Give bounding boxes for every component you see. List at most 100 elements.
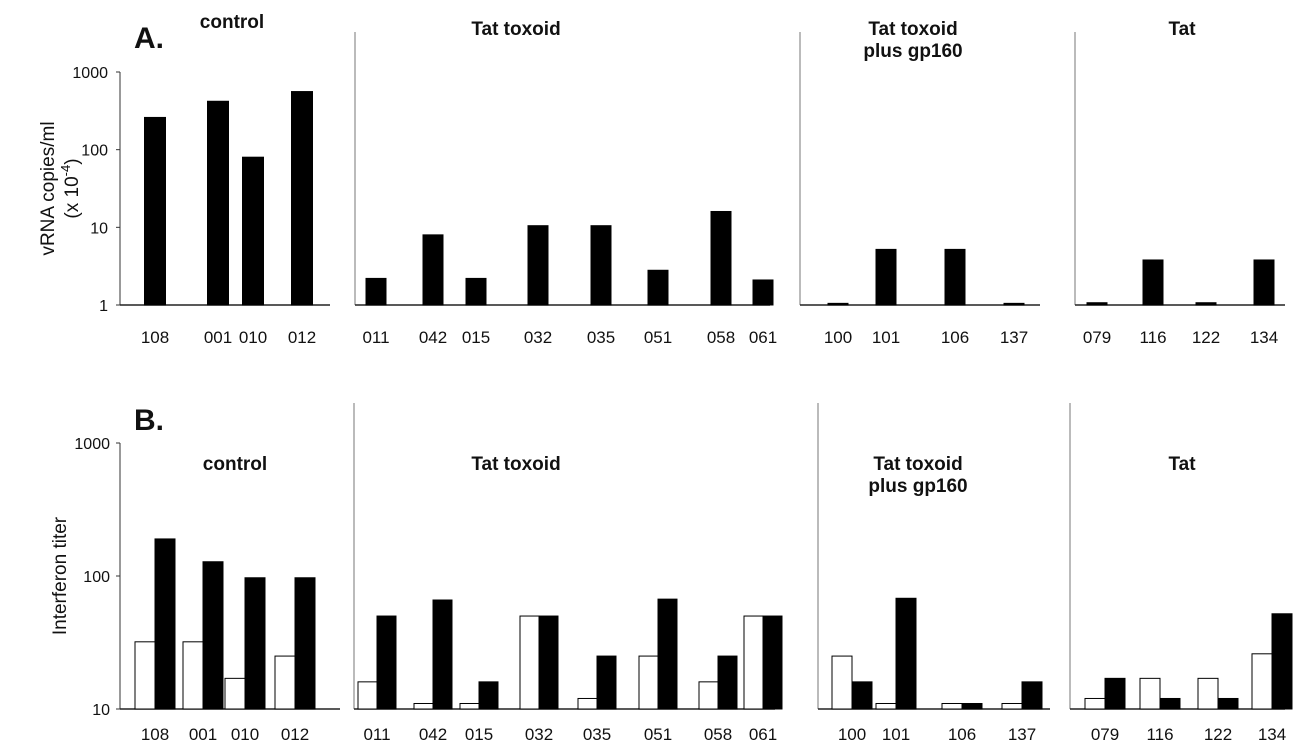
y-tick-label: 1 bbox=[99, 298, 108, 315]
bar bbox=[242, 156, 264, 306]
bar bbox=[1003, 302, 1025, 306]
bar bbox=[717, 655, 738, 710]
group-0: control 108 001 010 012 bbox=[120, 12, 330, 347]
y-axis-label-superscript: -4 bbox=[58, 165, 73, 177]
group-1: Tat toxoid 011 042 015 032 035 051 058 061 bbox=[353, 403, 783, 744]
x-tick-label: 079 bbox=[1091, 725, 1119, 744]
bar bbox=[182, 641, 204, 710]
x-tick-label: 116 bbox=[1146, 725, 1173, 744]
bar bbox=[1159, 697, 1181, 710]
x-tick-label: 015 bbox=[462, 328, 490, 347]
x-tick-label: 042 bbox=[419, 328, 447, 347]
x-tick-label: 108 bbox=[141, 725, 169, 744]
x-tick-label: 101 bbox=[882, 725, 910, 744]
group-title: Tat bbox=[1168, 454, 1196, 475]
bar bbox=[527, 225, 549, 306]
y-tick-label: 1000 bbox=[72, 65, 108, 82]
bar bbox=[357, 681, 378, 710]
x-tick-label: 042 bbox=[419, 725, 447, 744]
bar bbox=[207, 100, 229, 306]
y-tick-label: 1000 bbox=[74, 436, 110, 453]
bar bbox=[743, 615, 764, 710]
bar bbox=[1217, 697, 1239, 710]
group-title: control bbox=[200, 12, 264, 33]
group-3: Tat 079 116 122 134 bbox=[1069, 403, 1293, 744]
bar bbox=[422, 234, 444, 306]
group-1: Tat toxoid 011 042 015 032 035 051 058 061 bbox=[354, 19, 777, 347]
x-tick-label: 100 bbox=[838, 725, 866, 744]
bar bbox=[465, 277, 487, 306]
x-tick-label: 035 bbox=[583, 725, 611, 744]
bar bbox=[941, 702, 963, 710]
bar bbox=[274, 655, 296, 710]
panel-a: A. 1 10 100 1000 vRNA copies/ml (x 10-4) contro… bbox=[38, 12, 1285, 347]
group-title: control bbox=[203, 454, 267, 475]
bar bbox=[202, 561, 224, 710]
bar bbox=[647, 269, 669, 306]
x-tick-label: 011 bbox=[362, 328, 389, 347]
bar bbox=[752, 279, 774, 306]
x-tick-label: 051 bbox=[644, 328, 672, 347]
bar bbox=[875, 702, 897, 710]
bar bbox=[577, 697, 598, 710]
x-tick-label: 011 bbox=[363, 725, 390, 744]
panel-label: A. bbox=[134, 22, 164, 55]
bar bbox=[1142, 259, 1164, 306]
x-tick-label: 137 bbox=[1008, 725, 1036, 744]
bar bbox=[154, 538, 176, 710]
x-tick-label: 108 bbox=[141, 328, 169, 347]
bar bbox=[144, 116, 166, 306]
bar bbox=[478, 681, 499, 710]
x-tick-label: 012 bbox=[281, 725, 309, 744]
x-tick-label: 101 bbox=[872, 328, 900, 347]
x-tick-label: 010 bbox=[231, 725, 259, 744]
group-title: Tat toxoid bbox=[868, 19, 957, 40]
bar bbox=[762, 615, 783, 710]
y-tick-label: 100 bbox=[81, 143, 108, 160]
bar bbox=[961, 702, 983, 710]
x-tick-label: 032 bbox=[524, 328, 552, 347]
bar bbox=[710, 210, 732, 306]
group-title: Tat toxoid bbox=[873, 454, 962, 475]
x-tick-label: 116 bbox=[1139, 328, 1166, 347]
bar bbox=[1253, 259, 1275, 306]
bar bbox=[459, 702, 480, 710]
bar bbox=[590, 225, 612, 306]
y-axis-label: vRNA copies/ml (x 10-4) bbox=[38, 121, 83, 255]
panel-label: B. bbox=[134, 404, 164, 437]
group-0: control 108 001 010 012 bbox=[120, 454, 340, 744]
bar bbox=[413, 702, 434, 710]
group-title: Tat toxoid bbox=[471, 454, 560, 475]
bar bbox=[1251, 653, 1273, 710]
group-title: plus gp160 bbox=[863, 41, 962, 62]
bar bbox=[657, 598, 678, 710]
y-axis-label-line: vRNA copies/ml bbox=[38, 121, 59, 255]
y-tick-label: 10 bbox=[92, 702, 110, 719]
x-tick-label: 061 bbox=[749, 328, 777, 347]
group-title: Tat toxoid bbox=[471, 19, 560, 40]
bar bbox=[244, 577, 266, 710]
y-tick-label: 10 bbox=[90, 220, 108, 237]
bar bbox=[291, 91, 313, 306]
x-tick-label: 032 bbox=[525, 725, 553, 744]
bar bbox=[294, 577, 316, 710]
x-tick-label: 058 bbox=[707, 328, 735, 347]
bar bbox=[1084, 697, 1106, 710]
x-tick-label: 001 bbox=[204, 328, 232, 347]
x-tick-label: 137 bbox=[1000, 328, 1028, 347]
x-tick-label: 035 bbox=[587, 328, 615, 347]
bar bbox=[365, 277, 387, 306]
bar bbox=[1271, 613, 1293, 710]
y-axis-label-line: (x 10 bbox=[62, 176, 83, 218]
x-tick-label: 010 bbox=[239, 328, 267, 347]
x-tick-label: 079 bbox=[1083, 328, 1111, 347]
bar bbox=[1001, 702, 1023, 710]
y-tick-label: 100 bbox=[83, 569, 110, 586]
panel-b: B. 10 100 1000 Interferon titer control 108 001… bbox=[50, 403, 1293, 744]
bar bbox=[538, 615, 559, 710]
bar bbox=[1139, 677, 1161, 710]
bar bbox=[944, 248, 966, 306]
